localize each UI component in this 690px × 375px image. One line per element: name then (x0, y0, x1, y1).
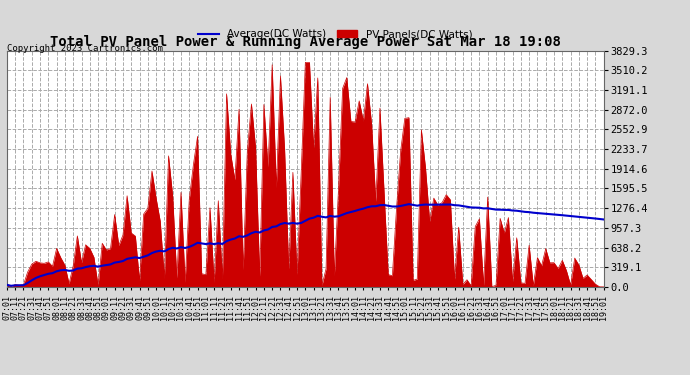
Legend: Average(DC Watts), PV Panels(DC Watts): Average(DC Watts), PV Panels(DC Watts) (194, 25, 477, 44)
Text: Copyright 2023 Cartronics.com: Copyright 2023 Cartronics.com (7, 44, 163, 52)
Title: Total PV Panel Power & Running Average Power Sat Mar 18 19:08: Total PV Panel Power & Running Average P… (50, 35, 561, 50)
